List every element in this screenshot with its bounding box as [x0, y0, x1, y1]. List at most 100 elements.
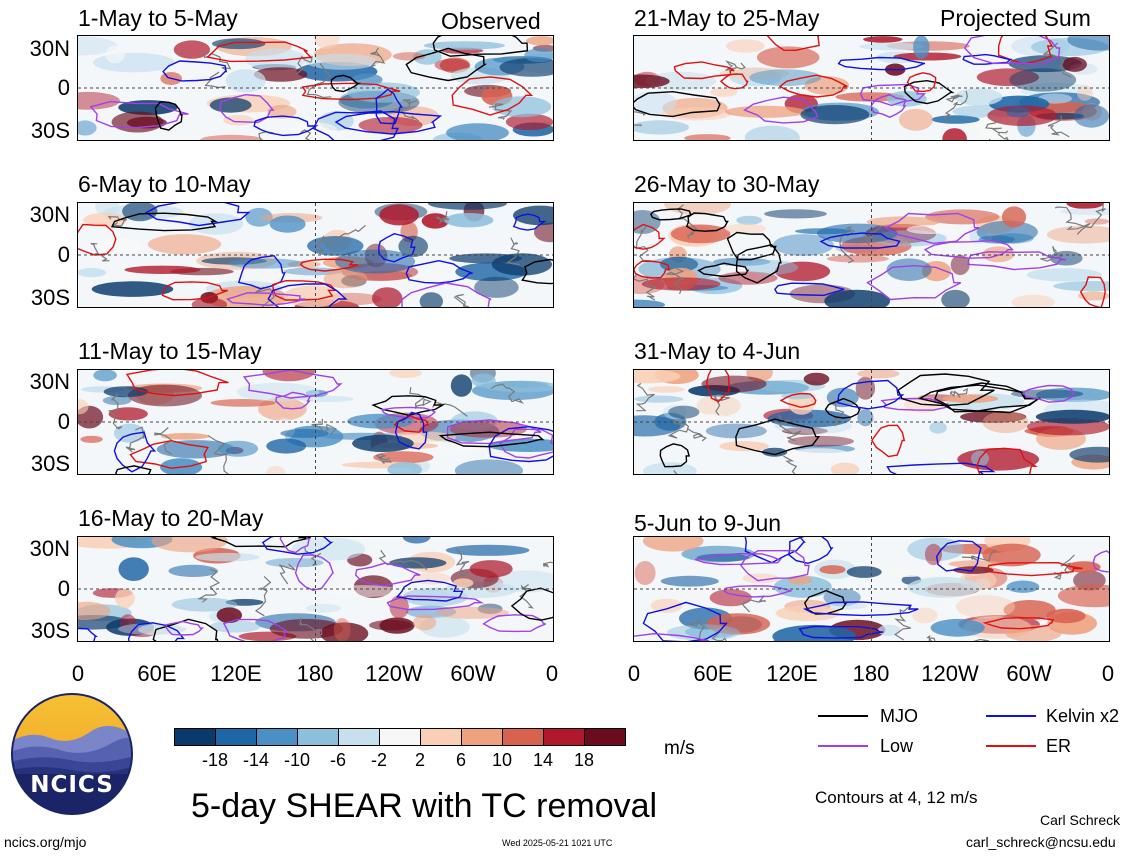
wave-contour — [210, 537, 311, 548]
coastline — [634, 273, 658, 301]
wave-contour — [634, 223, 666, 250]
wave-contour — [837, 379, 905, 410]
shear-shading — [191, 297, 228, 307]
shear-shading — [929, 421, 947, 434]
shear-shading — [830, 462, 860, 474]
shear-shading — [930, 618, 985, 637]
wave-contour — [1079, 276, 1106, 307]
wave-contour — [165, 620, 205, 636]
shear-shading — [78, 399, 89, 415]
shear-shading — [216, 607, 242, 623]
shear-shading — [93, 370, 117, 382]
lat-label-0: 0 — [57, 75, 70, 100]
wave-contour — [986, 561, 1083, 577]
shear-shading — [634, 74, 670, 89]
shear-shading — [124, 265, 201, 274]
panel-title: 21-May to 25-May — [634, 5, 820, 31]
shear-shading — [423, 41, 505, 50]
wave-contour — [634, 260, 671, 279]
shear-shading — [978, 235, 1015, 244]
shear-shading — [787, 575, 813, 585]
shear-shading — [705, 423, 767, 439]
wave-contour — [275, 391, 311, 410]
colorbar-swatch — [215, 728, 256, 746]
colorbar-tick: -18 — [201, 750, 229, 770]
wave-contour — [673, 61, 735, 80]
coastline — [311, 418, 338, 436]
colorbar-swatch — [584, 728, 626, 746]
shear-shading — [323, 269, 368, 289]
wave-contour — [279, 537, 310, 554]
wave-contour — [650, 208, 693, 221]
shear-shading — [857, 370, 900, 379]
wave-contour — [726, 231, 777, 261]
wave-contour — [634, 90, 721, 118]
wave-contour — [371, 395, 446, 417]
shear-shading — [347, 413, 414, 429]
ncics-logo: NCICS — [10, 692, 134, 816]
shear-shading — [982, 246, 1015, 263]
wave-contour — [997, 36, 1054, 65]
lon-label: 60W — [1006, 661, 1052, 686]
shear-shading — [389, 595, 409, 619]
coastline — [453, 296, 465, 307]
shear-shading — [488, 438, 553, 452]
shear-shading — [1003, 600, 1056, 620]
lat-label-0: 0 — [57, 409, 70, 434]
wave-contour — [299, 258, 359, 272]
shear-shading — [1006, 580, 1040, 593]
shear-shading — [1053, 281, 1109, 292]
shear-shading — [373, 451, 434, 464]
colorbar-tick: 14 — [532, 750, 554, 770]
wave-contour — [774, 282, 845, 297]
shear-shading — [450, 374, 473, 397]
lon-label: 0 — [71, 661, 85, 686]
coastline — [519, 584, 534, 609]
shear-shading — [105, 45, 125, 64]
shear-shading — [299, 395, 354, 403]
coastline — [961, 549, 998, 562]
shear-shading — [826, 254, 889, 263]
wave-contour — [89, 100, 189, 129]
shear-shading — [1067, 561, 1101, 573]
shear-shading — [103, 386, 149, 398]
shear-shading — [195, 552, 260, 562]
shear-shading — [102, 395, 132, 406]
shear-shading — [709, 589, 752, 607]
coastline — [926, 634, 936, 641]
shear-shading — [453, 578, 474, 588]
coastline — [686, 427, 707, 442]
colorbar-swatch — [420, 728, 461, 746]
shear-shading — [1062, 56, 1087, 72]
lon-label: 120E — [210, 661, 262, 686]
shear-shading — [335, 249, 416, 274]
shear-shading — [724, 223, 766, 234]
wave-contour — [267, 283, 348, 307]
coastline — [985, 118, 1009, 135]
coastline — [125, 426, 146, 453]
coastline — [327, 224, 366, 247]
wave-contour — [521, 258, 553, 285]
shear-shading — [209, 620, 261, 633]
lon-label: 180 — [296, 661, 334, 686]
colorbar-tick: 6 — [455, 750, 467, 770]
coastline — [370, 47, 386, 68]
panel-title: 5-Jun to 9-Jun — [634, 510, 782, 536]
wave-contour — [743, 96, 819, 124]
shear-shading — [824, 289, 891, 307]
shear-shading — [290, 122, 338, 138]
shear-shading — [660, 575, 719, 587]
shear-shading — [684, 134, 731, 140]
shear-shading — [266, 438, 307, 454]
shear-shading — [161, 433, 210, 440]
colorbar-swatch — [297, 728, 338, 746]
shear-shading — [398, 235, 429, 257]
shear-shading — [744, 125, 800, 140]
wave-contour — [935, 540, 982, 572]
lon-label: 0 — [627, 661, 641, 686]
shear-shading — [1073, 104, 1109, 128]
coastline — [1054, 206, 1091, 235]
shear-shading — [886, 258, 932, 281]
shear-shading — [446, 123, 509, 140]
wave-contour — [923, 239, 1015, 259]
